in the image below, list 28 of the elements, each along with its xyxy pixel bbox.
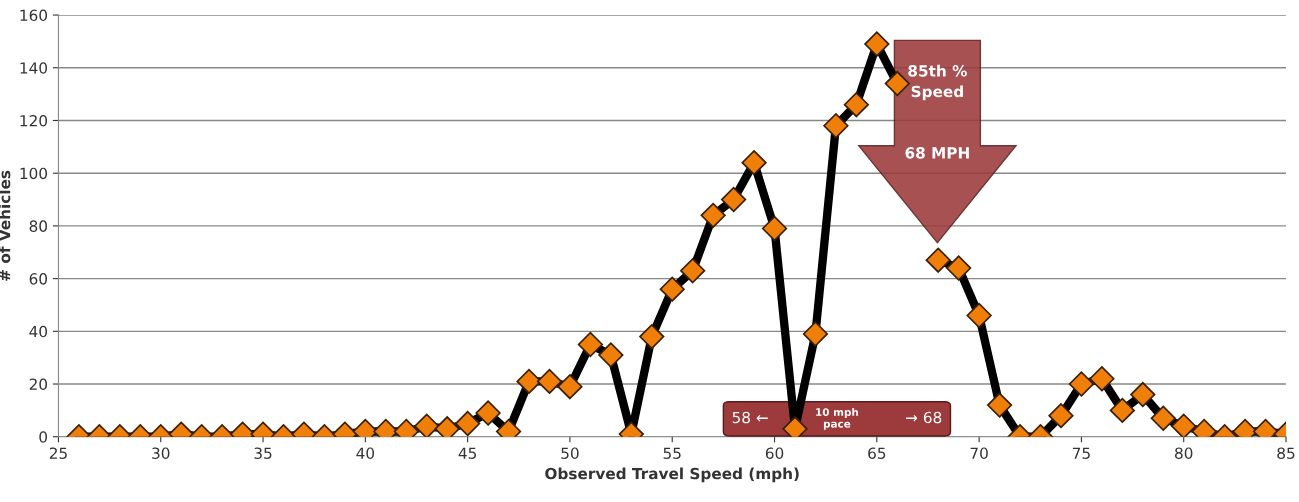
x-tick-label: 25 bbox=[49, 447, 67, 459]
y-tick-label: 80 bbox=[29, 220, 48, 232]
y-tick-label: 0 bbox=[39, 431, 48, 443]
x-tick-label: 55 bbox=[663, 447, 681, 459]
x-tick-label: 65 bbox=[868, 447, 886, 459]
annotation: 58 ← bbox=[732, 411, 768, 424]
annotation: → 68 bbox=[906, 411, 942, 424]
annotation: 68 MPH bbox=[905, 147, 969, 159]
y-tick-label: 160 bbox=[20, 9, 48, 22]
x-tick-label: 35 bbox=[254, 447, 272, 459]
x-axis-title: Observed Travel Speed (mph) bbox=[545, 467, 799, 483]
annotation: 85th % Speed bbox=[908, 64, 967, 101]
y-tick-label: 120 bbox=[20, 114, 48, 127]
y-tick-label: 140 bbox=[20, 62, 48, 74]
x-tick-label: 70 bbox=[970, 447, 988, 459]
y-tick-label: 100 bbox=[20, 167, 48, 180]
x-tick-label: 75 bbox=[1072, 447, 1090, 459]
x-tick-label: 50 bbox=[561, 447, 579, 459]
y-tick-label: 20 bbox=[29, 378, 48, 391]
annotation: 10 mph pace bbox=[816, 407, 859, 430]
x-tick-label: 30 bbox=[152, 447, 170, 459]
y-tick-label: 60 bbox=[29, 273, 48, 285]
x-tick-label: 80 bbox=[1175, 447, 1193, 459]
x-tick-label: 60 bbox=[765, 447, 784, 459]
y-tick-label: 40 bbox=[29, 325, 48, 338]
x-tick-label: 40 bbox=[356, 447, 375, 459]
x-tick-label: 85 bbox=[1277, 447, 1295, 459]
x-tick-label: 45 bbox=[458, 447, 477, 459]
